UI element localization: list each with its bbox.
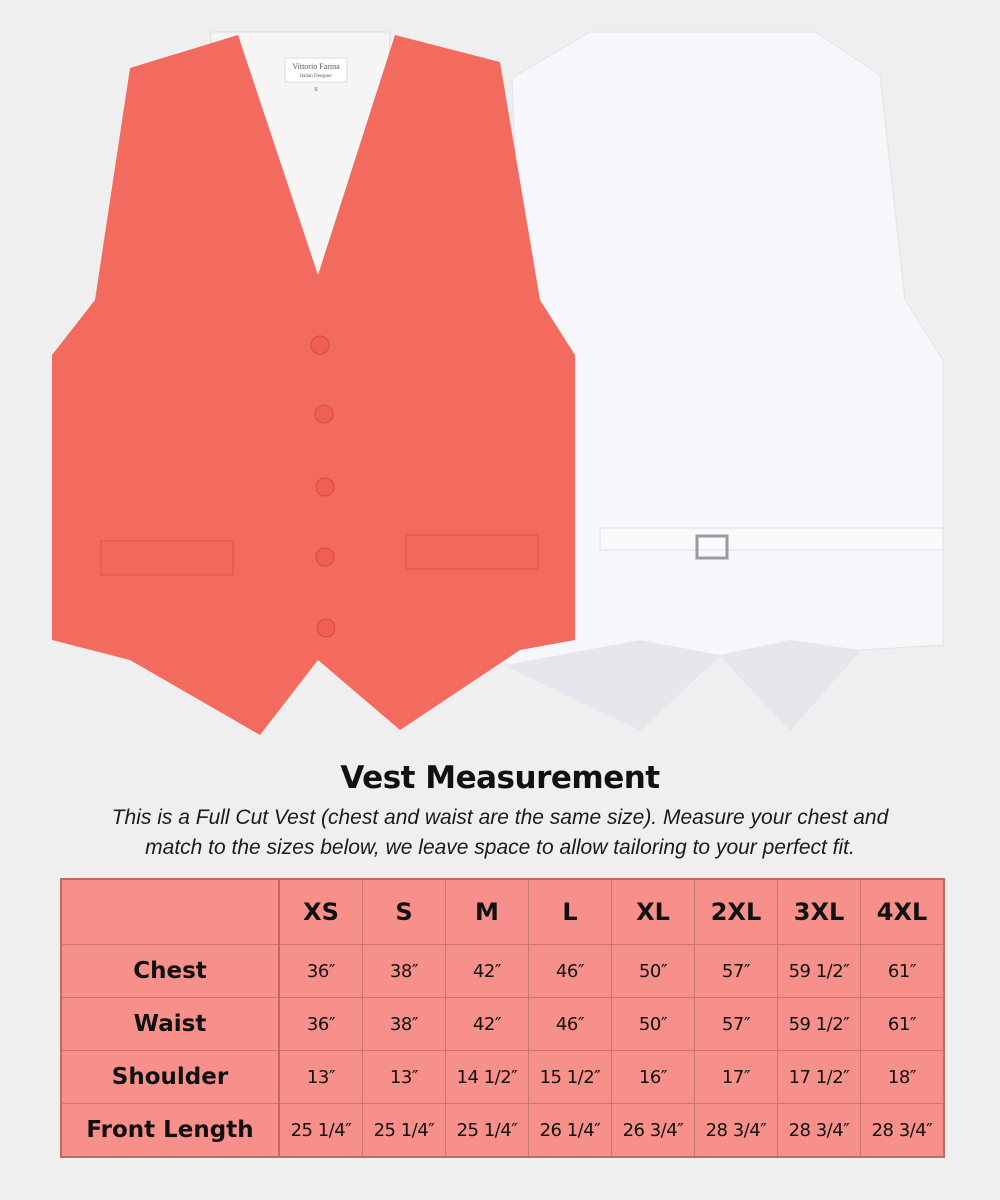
measurement-cell: 25 1/4″: [362, 1103, 446, 1158]
measurement-cell: 18″: [860, 1050, 945, 1104]
measurement-cell: 59 1/2″: [777, 997, 861, 1051]
back-vest: [504, 31, 944, 731]
measurement-cell: 26 3/4″: [611, 1103, 695, 1158]
row-label: Shoulder: [60, 1050, 280, 1104]
measurement-cell: 46″: [528, 997, 612, 1051]
measurement-cell: 25 1/4″: [278, 1103, 363, 1158]
vest-product-image: Vittorio Farina Italian Designer S: [52, 31, 944, 735]
measurement-cell: 57″: [694, 997, 778, 1051]
measurement-cell: 46″: [528, 944, 612, 998]
measurement-cell: 26 1/4″: [528, 1103, 612, 1158]
table-row: Shoulder 13″ 13″ 14 1/2″ 15 1/2″ 16″ 17″ 17 1/2…: [60, 1050, 945, 1104]
label-size: S: [314, 87, 317, 93]
measurement-cell: 15 1/2″: [528, 1050, 612, 1104]
brand-label: [284, 57, 348, 83]
size-chart-table: XS S M L XL 2XL 3XL 4XL Chest 36″ 38″ 42″ 46…: [60, 878, 945, 1158]
measurement-cell: 38″: [362, 997, 446, 1051]
size-header: 3XL: [777, 878, 861, 945]
size-header: M: [445, 878, 529, 945]
measurement-cell: 25 1/4″: [445, 1103, 529, 1158]
size-header: S: [362, 878, 446, 945]
measurement-cell: 50″: [611, 997, 695, 1051]
measurement-cell: 28 3/4″: [694, 1103, 778, 1158]
measurement-cell: 36″: [278, 944, 363, 998]
header-row: XS S M L XL 2XL 3XL 4XL: [60, 878, 945, 945]
measurement-cell: 61″: [860, 944, 945, 998]
size-header: L: [528, 878, 612, 945]
row-label: Waist: [60, 997, 280, 1051]
measurement-cell: 28 3/4″: [777, 1103, 861, 1158]
measurement-cell: 59 1/2″: [777, 944, 861, 998]
table-row: Chest 36″ 38″ 42″ 46″ 50″ 57″ 59 1/2″ 61″: [60, 944, 945, 998]
corner-cell: [60, 878, 280, 945]
description-line: This is a Full Cut Vest (chest and waist…: [111, 806, 889, 829]
measurement-cell: 57″: [694, 944, 778, 998]
measurement-cell: 61″: [860, 997, 945, 1051]
description-line: match to the sizes below, we leave space…: [145, 836, 855, 859]
measurement-cell: 13″: [278, 1050, 363, 1104]
row-label: Front Length: [60, 1103, 280, 1158]
table-row: Front Length 25 1/4″ 25 1/4″ 25 1/4″ 26 1/4″…: [60, 1103, 945, 1158]
measurement-cell: 16″: [611, 1050, 695, 1104]
label-subtitle: Italian Designer: [300, 74, 332, 79]
page-title: Vest Measurement: [340, 760, 660, 796]
measurement-cell: 50″: [611, 944, 695, 998]
table-row: Waist 36″ 38″ 42″ 46″ 50″ 57″ 59 1/2″ 61″: [60, 997, 945, 1051]
measurement-cell: 42″: [445, 997, 529, 1051]
measurement-cell: 38″: [362, 944, 446, 998]
measurement-cell: 17 1/2″: [777, 1050, 861, 1104]
description: This is a Full Cut Vest (chest and waist…: [60, 803, 940, 863]
measurement-cell: 42″: [445, 944, 529, 998]
row-label: Chest: [60, 944, 280, 998]
label-brand: Vittorio Farina: [292, 62, 340, 71]
measurement-cell: 36″: [278, 997, 363, 1051]
size-header: 4XL: [860, 878, 945, 945]
measurement-cell: 14 1/2″: [445, 1050, 529, 1104]
front-vest: Vittorio Farina Italian Designer S: [52, 31, 575, 735]
measurement-cell: 13″: [362, 1050, 446, 1104]
buckle-icon: [695, 534, 729, 560]
measurement-cell: 28 3/4″: [860, 1103, 945, 1158]
size-header: 2XL: [694, 878, 778, 945]
size-header: XS: [278, 878, 363, 945]
measurement-cell: 17″: [694, 1050, 778, 1104]
size-header: XL: [611, 878, 695, 945]
